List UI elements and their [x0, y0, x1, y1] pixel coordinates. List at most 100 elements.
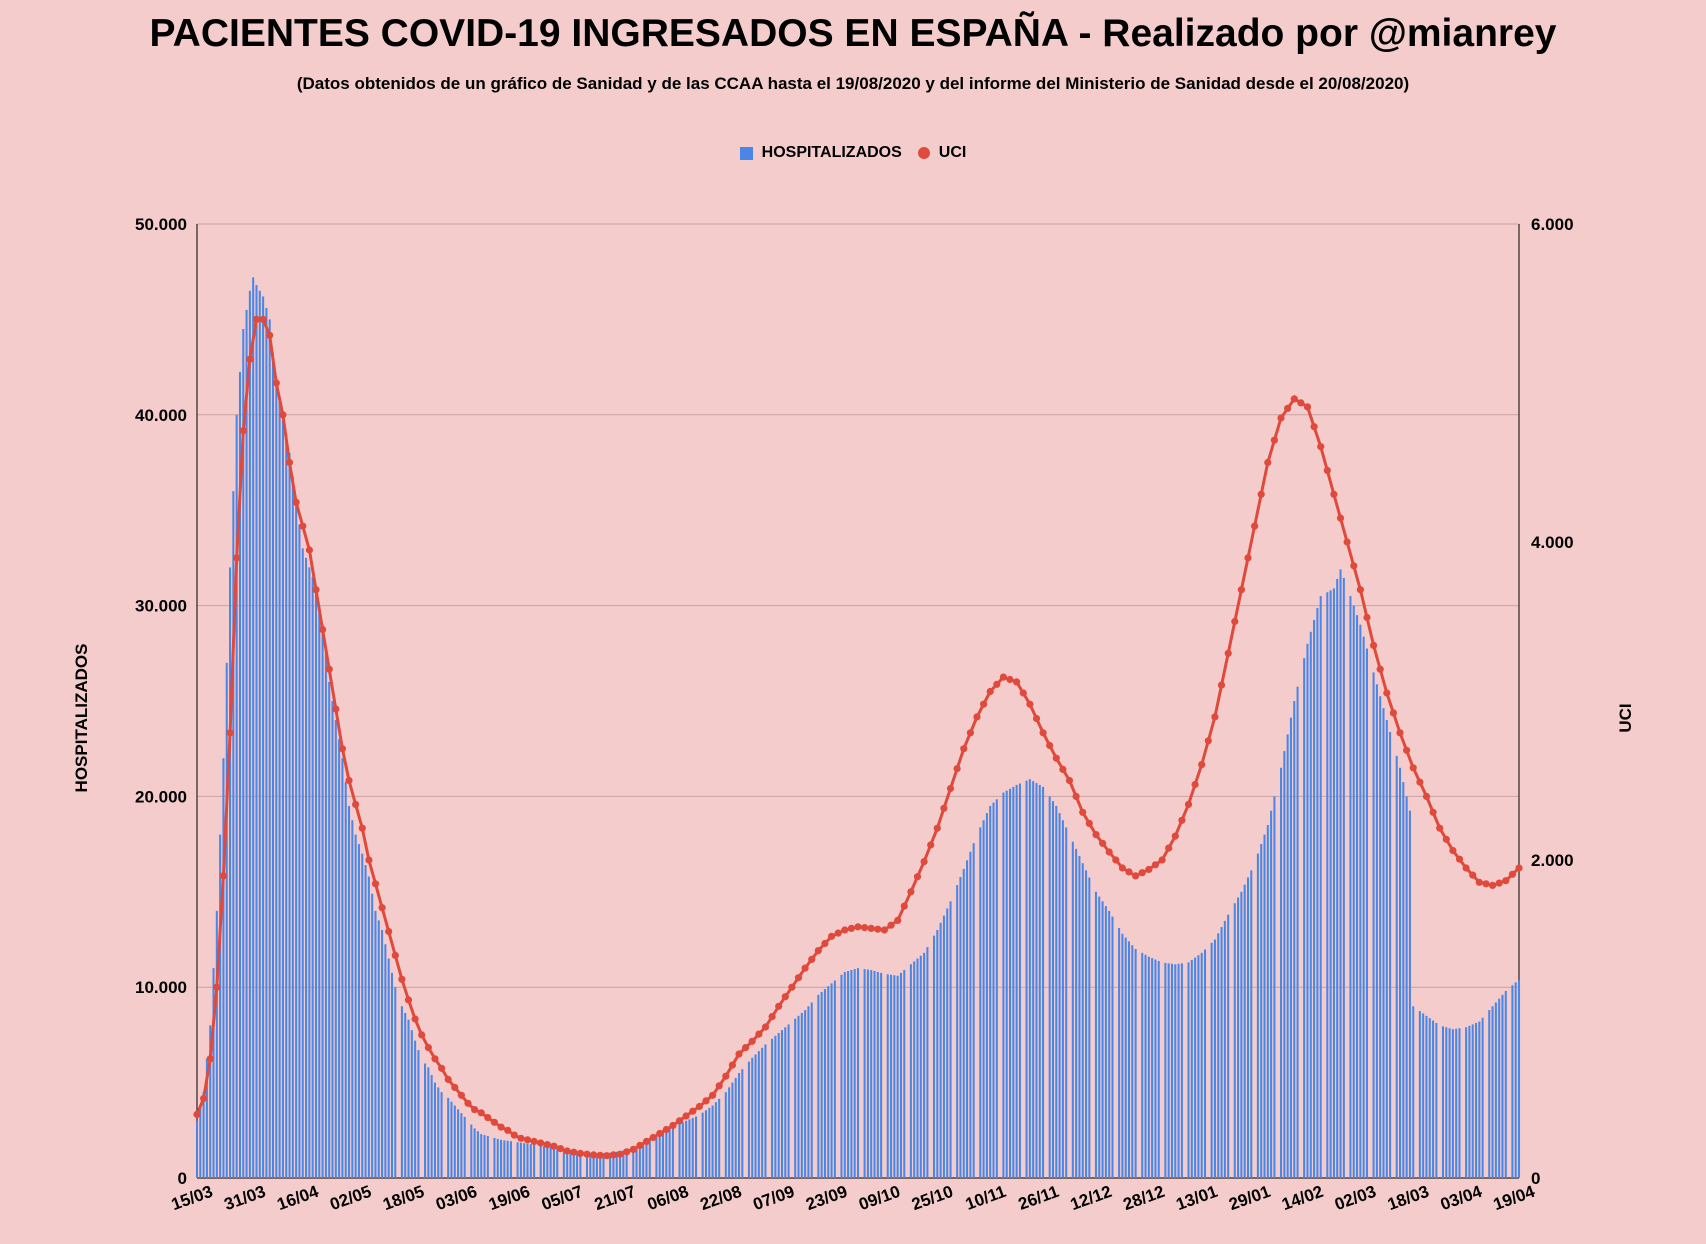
bar — [728, 1087, 731, 1178]
bar — [1266, 825, 1269, 1178]
bar — [1356, 615, 1359, 1178]
bar — [1213, 939, 1216, 1178]
x-tick-label: 09/10 — [856, 1182, 902, 1214]
bar — [764, 1044, 767, 1178]
uci-point — [1251, 522, 1259, 530]
bar — [866, 969, 869, 1178]
bar — [1018, 783, 1021, 1178]
uci-point — [345, 776, 353, 785]
uci-point — [1191, 780, 1199, 789]
uci-point — [960, 745, 968, 753]
bar — [1306, 643, 1309, 1178]
bar — [1408, 810, 1411, 1178]
bar — [1379, 696, 1382, 1178]
uci-point — [1244, 554, 1252, 562]
bar — [437, 1087, 440, 1178]
bar — [1250, 870, 1253, 1178]
uci-point — [887, 921, 895, 929]
bar — [556, 1148, 559, 1178]
uci-point — [550, 1142, 558, 1150]
bar — [863, 969, 866, 1178]
bar — [390, 972, 394, 1178]
uci-point — [1026, 700, 1034, 708]
uci-point — [438, 1064, 446, 1072]
bar — [222, 758, 225, 1178]
uci-point — [794, 974, 803, 982]
bar — [1494, 1002, 1497, 1178]
bar — [972, 843, 975, 1178]
bar — [324, 653, 327, 1178]
bar — [1481, 1017, 1484, 1178]
bar — [747, 1061, 750, 1178]
uci-point — [352, 800, 360, 809]
uci-point — [1072, 792, 1080, 801]
uci-point — [444, 1075, 452, 1083]
bar — [853, 969, 856, 1178]
bar — [1197, 955, 1200, 1178]
bar — [1042, 786, 1045, 1178]
bar — [982, 820, 985, 1178]
uci-point — [563, 1147, 571, 1155]
legend-label-hospitalizados: HOSPITALIZADOS — [761, 144, 902, 161]
bar — [899, 972, 902, 1178]
uci-point — [1416, 778, 1424, 786]
bar — [708, 1107, 711, 1178]
bar — [1283, 751, 1286, 1178]
uci-point — [788, 983, 796, 991]
uci-point — [279, 411, 287, 419]
bar — [820, 991, 823, 1178]
bar — [1243, 884, 1246, 1178]
bar — [1210, 942, 1213, 1178]
bar — [549, 1146, 552, 1178]
uci-point — [213, 983, 221, 991]
bar — [589, 1152, 592, 1178]
bar — [367, 876, 370, 1178]
uci-point — [266, 331, 274, 339]
uci-point — [1237, 586, 1245, 594]
bar — [734, 1077, 737, 1178]
bar — [414, 1040, 417, 1178]
x-tick-label: 02/03 — [1332, 1182, 1378, 1214]
uci-point — [801, 964, 809, 972]
bar — [830, 983, 833, 1178]
bar — [1131, 945, 1134, 1178]
y-left-tick-label: 20.000 — [135, 787, 187, 806]
uci-point — [332, 705, 340, 713]
uci-point — [484, 1114, 492, 1122]
y-axis-right-ticks: 0 2.000 4.000 6.000 — [1531, 215, 1574, 1188]
bar — [787, 1024, 790, 1178]
bar — [817, 994, 820, 1178]
bar — [681, 1122, 684, 1178]
uci-point — [742, 1044, 750, 1052]
uci-point — [1356, 586, 1364, 594]
uci-point — [933, 824, 941, 832]
uci-point — [1092, 831, 1100, 839]
bar — [1104, 906, 1107, 1178]
bar — [949, 901, 952, 1178]
uci-point — [715, 1082, 723, 1090]
bar — [714, 1102, 717, 1178]
bar — [1240, 891, 1243, 1178]
uci-point — [1059, 765, 1067, 774]
bar — [1465, 1027, 1468, 1178]
bar — [579, 1152, 582, 1178]
y-axis-left-ticks: 0 10.000 20.000 30.000 40.000 50.000 — [135, 215, 187, 1188]
bar — [1088, 877, 1091, 1178]
bar — [1032, 781, 1035, 1178]
bar — [1177, 963, 1180, 1178]
bar — [1319, 596, 1322, 1178]
bar — [724, 1092, 727, 1178]
bar — [1504, 991, 1507, 1178]
uci-point — [1099, 839, 1107, 847]
bar — [1491, 1006, 1494, 1178]
x-tick-label: 26/11 — [1016, 1182, 1062, 1214]
uci-point — [418, 1031, 426, 1039]
uci-point — [1204, 737, 1212, 745]
bar — [328, 681, 331, 1178]
uci-point — [828, 932, 836, 940]
legend-item-uci[interactable]: UCI — [917, 144, 966, 162]
legend-swatch-square-icon — [739, 146, 753, 160]
uci-point — [1330, 490, 1338, 498]
bar — [1359, 624, 1362, 1178]
legend-item-hospitalizados[interactable]: HOSPITALIZADOS — [739, 144, 902, 162]
